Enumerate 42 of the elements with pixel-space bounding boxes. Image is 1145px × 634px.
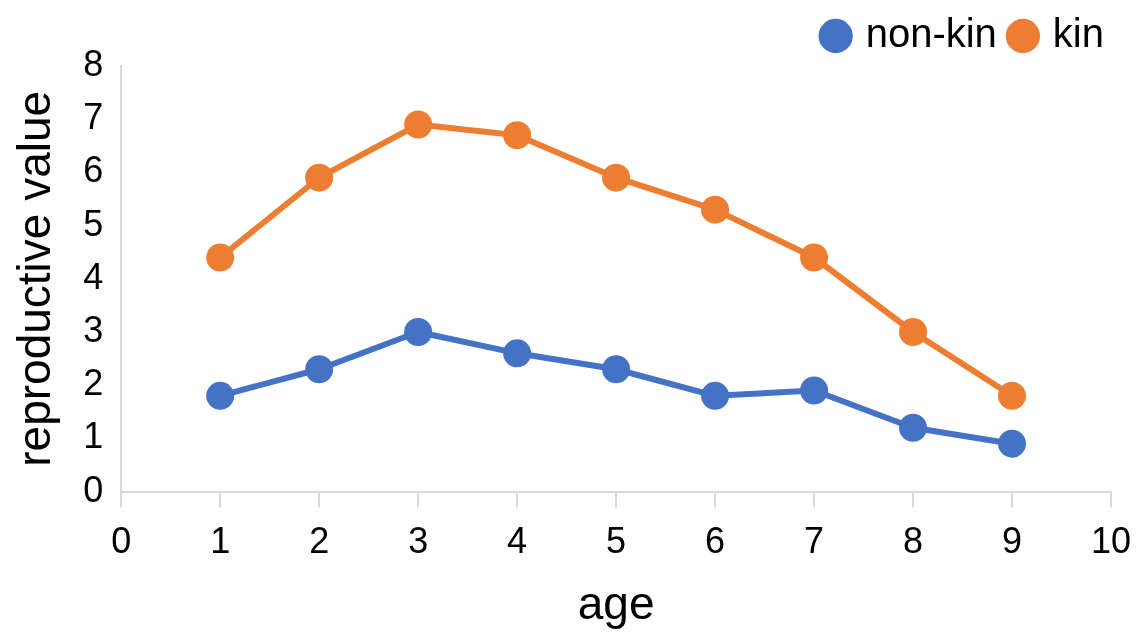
x-tick-label: 2: [309, 520, 330, 562]
point: [404, 318, 433, 346]
x-tick-label: 3: [408, 520, 429, 562]
point: [404, 110, 433, 139]
x-tick-label: 5: [606, 520, 627, 562]
y-tick-label: 7: [83, 96, 104, 138]
y-tick-label: 6: [83, 149, 104, 191]
y-tick-label: 3: [83, 308, 104, 350]
point: [206, 243, 235, 272]
point: [602, 163, 631, 192]
point: [998, 381, 1026, 410]
point: [899, 318, 928, 346]
x-tick-label: 9: [1001, 520, 1023, 562]
x-tick-label: 1: [210, 520, 231, 562]
y-tick-label: 8: [83, 42, 104, 84]
y-tick-label: 4: [83, 255, 104, 297]
y-tick-label: 0: [83, 468, 104, 510]
y-tick-label: 1: [83, 415, 104, 457]
point: [602, 355, 631, 384]
y-tick-label: 5: [83, 202, 104, 244]
point: [800, 243, 829, 272]
y-tick-label: 2: [83, 362, 104, 404]
legend-label: non-kin: [865, 11, 997, 56]
x-axis-title: age: [577, 577, 655, 630]
point: [305, 355, 334, 384]
legend-label: kin: [1052, 11, 1105, 56]
point: [503, 121, 532, 150]
point: [701, 381, 730, 410]
x-tick-label: 10: [1090, 520, 1131, 562]
x-tick-label: 4: [507, 520, 528, 562]
point: [899, 413, 928, 442]
point: [701, 195, 730, 224]
y-axis-title: reproductive value: [8, 90, 61, 467]
x-tick-label: 7: [804, 520, 825, 562]
point: [305, 163, 334, 192]
x-tick-label: 8: [903, 520, 924, 562]
x-tick-label: 6: [705, 520, 726, 562]
point: [800, 376, 829, 405]
point: [206, 381, 235, 410]
point: [998, 429, 1026, 458]
x-tick-label: 0: [111, 520, 132, 562]
point: [503, 339, 532, 368]
